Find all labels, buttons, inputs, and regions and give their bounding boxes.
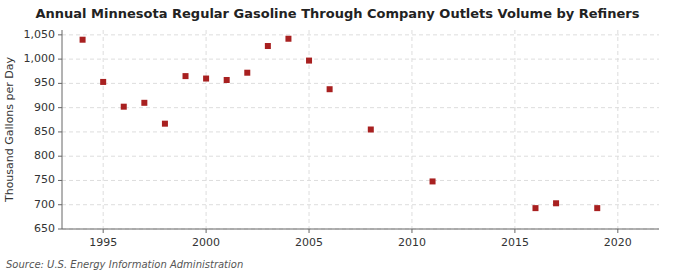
y-axis-line (62, 30, 63, 229)
point (224, 77, 230, 83)
point (594, 205, 600, 211)
points (80, 36, 601, 211)
y-tick (58, 180, 62, 181)
point (265, 43, 271, 49)
y-axis: 650 700 750 800 850 900 950 1,000 1,050 (24, 28, 63, 235)
y-grid-line (62, 59, 659, 60)
point (100, 79, 106, 85)
y-tick (58, 59, 62, 60)
x-grid-line (411, 30, 412, 229)
y-grid-line (62, 229, 659, 230)
title: Annual Minnesota Regular Gasoline Throug… (36, 6, 640, 21)
point (368, 127, 374, 133)
y-tick-label: 650 (34, 222, 55, 235)
x-tick-label: 2010 (398, 236, 426, 249)
x-grid-line (206, 30, 207, 229)
y-tick-label: 950 (34, 76, 55, 89)
x-grid-line (103, 30, 104, 229)
x-tick (206, 229, 207, 233)
y-tick-label: 1,050 (24, 28, 56, 41)
y-tick (58, 204, 62, 205)
y-grid-line (62, 156, 659, 157)
x-tick (514, 229, 515, 233)
x-tick-label: 2005 (295, 236, 323, 249)
point (141, 100, 147, 106)
x-axis-line (62, 229, 659, 230)
point (203, 76, 209, 82)
chart-container: 650 700 750 800 850 900 950 1,000 1,050 1995 2000 2… (0, 0, 675, 275)
y-tick-label: 700 (34, 198, 55, 211)
y-tick (58, 107, 62, 108)
y-tick-label: 900 (34, 101, 55, 114)
x-tick-label: 2020 (604, 236, 632, 249)
x-tick (309, 229, 310, 233)
y-tick (58, 34, 62, 35)
x-axis: 1995 2000 2005 2010 2015 2020 (89, 229, 632, 249)
y-axis-label: Thousand Gallons per Day (3, 56, 16, 203)
point (285, 36, 291, 42)
y-tick (58, 229, 62, 230)
x-tick (103, 229, 104, 233)
point (121, 104, 127, 110)
x-tick-label: 1995 (89, 236, 117, 249)
x-tick (411, 229, 412, 233)
point (327, 86, 333, 92)
point (80, 37, 86, 43)
x-tick (617, 229, 618, 233)
source-note: Source: U.S. Energy Information Administ… (6, 259, 243, 270)
point (430, 178, 436, 184)
y-grid-line (62, 131, 659, 132)
x-tick-label: 2000 (192, 236, 220, 249)
point (306, 58, 312, 64)
y-tick-label: 1,000 (24, 52, 56, 65)
y-grid-line (62, 83, 659, 84)
y-tick (58, 156, 62, 157)
point (532, 205, 538, 211)
y-tick-label: 850 (34, 125, 55, 138)
point (244, 70, 250, 76)
point (553, 200, 559, 206)
y-grid-line (62, 34, 659, 35)
y-grid-line (62, 204, 659, 205)
y-tick (58, 83, 62, 84)
point (183, 73, 189, 79)
point (162, 121, 168, 127)
x-grid-line (514, 30, 515, 229)
chart: 650 700 750 800 850 900 950 1,000 1,050 1995 2000 2… (0, 0, 675, 275)
y-tick-label: 750 (34, 173, 55, 186)
x-grid-line (617, 30, 618, 229)
grid (62, 30, 659, 229)
y-tick-label: 800 (34, 149, 55, 162)
x-tick-label: 2015 (501, 236, 529, 249)
y-grid-line (62, 107, 659, 108)
y-tick (58, 131, 62, 132)
y-grid-line (62, 180, 659, 181)
